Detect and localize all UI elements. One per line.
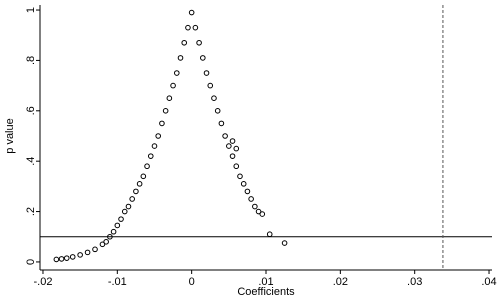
point [203,70,210,76]
point [77,252,83,258]
point [185,24,191,31]
point [214,107,221,114]
point [144,163,150,170]
point [200,55,206,61]
point [58,256,65,262]
point [155,133,162,139]
point [129,196,135,202]
y-tick-label: 1 [25,7,37,13]
point [248,196,254,202]
point [159,120,165,127]
point [252,203,258,210]
point [188,9,195,16]
point [125,203,132,210]
point [133,188,139,195]
point [240,181,247,187]
point [211,95,217,102]
x-tick-label: .03 [407,276,422,288]
y-tick-label: .6 [25,106,37,115]
point [162,107,169,114]
point [259,211,266,217]
point [237,173,243,180]
point [114,222,121,229]
x-tick-label: .01 [258,276,273,288]
point [222,133,228,139]
point [281,240,288,246]
x-tick-label: 0 [189,276,195,288]
point [229,153,236,159]
point [177,55,184,61]
point [107,233,113,240]
point [181,39,188,46]
y-tick-label: 0 [25,259,37,265]
point [84,249,91,256]
point [103,238,109,245]
point [244,188,251,195]
point [226,143,232,149]
x-tick-label: -.01 [108,276,127,288]
point [147,153,154,159]
x-tick-label: .02 [333,276,348,288]
point [166,95,173,102]
point [218,120,225,127]
point [229,138,236,144]
point [192,24,199,31]
point [92,246,98,253]
x-axis-label: Coefficients [237,286,295,298]
point [99,241,106,248]
point [233,145,240,152]
point [53,256,60,263]
point [266,231,273,238]
x-tick-label: .04 [481,276,496,288]
point [63,255,70,261]
point [118,216,124,222]
point [170,82,176,89]
point [110,228,117,235]
point [207,82,214,89]
y-tick-label: .8 [25,56,37,65]
y-tick-label: .2 [25,207,37,216]
point [233,163,240,170]
point [140,173,147,180]
point [69,254,76,260]
y-tick-label: .4 [25,157,37,166]
point [151,143,158,149]
y-axis-label: p value [4,118,16,153]
point [196,39,202,46]
x-tick-label: -.02 [33,276,52,288]
point [121,208,128,215]
point [173,70,180,76]
point [255,208,262,215]
point [136,181,143,187]
